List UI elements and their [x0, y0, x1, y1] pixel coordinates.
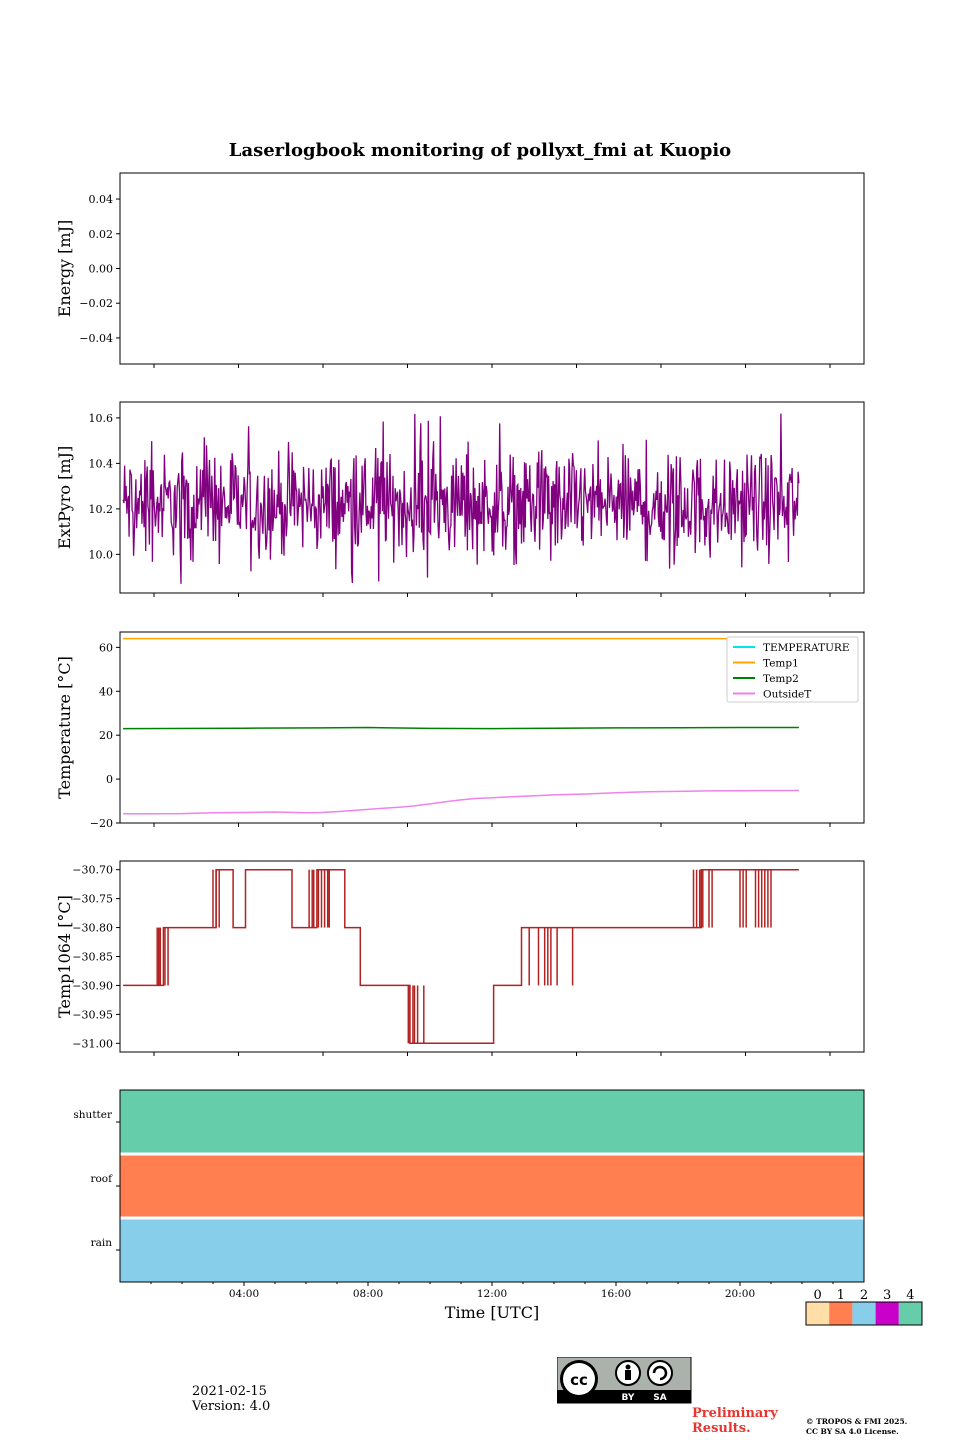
- svg-text:cc: cc: [570, 1371, 588, 1389]
- footer-date: 2021-02-15: [192, 1384, 267, 1399]
- colorbar-label: 3: [883, 1288, 891, 1303]
- y-tick-label: 10.2: [89, 503, 114, 516]
- status-row-label: shutter: [73, 1109, 113, 1121]
- x-tick-label: 08:00: [353, 1288, 383, 1300]
- series-outsidet-line: [123, 789, 799, 815]
- copyright-line-2: CC BY SA 4.0 License.: [806, 1427, 899, 1436]
- x-tick-label: 12:00: [477, 1288, 507, 1300]
- colorbar-cell-1: [829, 1302, 853, 1325]
- y-axis-label: ExtPyro [mJ]: [55, 446, 74, 549]
- legend-label-temperature: TEMPERATURE: [763, 642, 850, 654]
- colorbar-cell-0: [806, 1302, 830, 1325]
- legend-label-temp1: Temp1: [763, 658, 799, 670]
- y-tick-label: −30.90: [72, 979, 113, 992]
- status-row-roof: [120, 1154, 864, 1218]
- y-tick-label: −30.95: [72, 1008, 113, 1021]
- colorbar-cell-2: [852, 1302, 876, 1325]
- status-row-rain: [120, 1218, 864, 1282]
- copyright-notice: © TROPOS & FMI 2025. CC BY SA 4.0 Licens…: [806, 1417, 907, 1437]
- footer-version: Version: 4.0: [192, 1399, 271, 1414]
- sa-icon: [647, 1360, 673, 1386]
- y-tick-label: 0: [106, 773, 113, 786]
- colorbar-label: 2: [860, 1288, 868, 1303]
- y-tick-label: 0.00: [89, 263, 114, 276]
- footer-info: 2021-02-15 Version: 4.0: [192, 1384, 270, 1414]
- x-tick-label: 20:00: [725, 1288, 755, 1300]
- colorbar-frame: [805, 1301, 923, 1326]
- y-tick-label: 20: [99, 729, 113, 742]
- extpyro-series-line: [122, 413, 800, 584]
- cc-sa-label: SA: [653, 1393, 666, 1403]
- y-tick-label: −30.75: [72, 893, 113, 906]
- y-axis-label: Temp1064 [°C]: [55, 895, 74, 1018]
- y-tick-label: −0.02: [79, 297, 113, 310]
- y-tick-label: 0.02: [89, 228, 114, 241]
- y-tick-label: −30.80: [72, 922, 113, 935]
- y-tick-label: 0.04: [89, 193, 114, 206]
- temp1064-series-line: [123, 868, 799, 1045]
- status-row-label: roof: [90, 1173, 113, 1185]
- y-tick-label: −30.85: [72, 951, 113, 964]
- colorbar-label: 0: [813, 1288, 821, 1303]
- chart-title: Laserlogbook monitoring of pollyxt_fmi a…: [228, 140, 732, 161]
- legend-label-outsidet: OutsideT: [763, 689, 811, 701]
- cc-by-label: BY: [622, 1393, 635, 1403]
- y-tick-label: −20: [90, 817, 113, 830]
- panel-1-frame: [119, 172, 865, 365]
- x-axis-label: Time [UTC]: [445, 1303, 539, 1322]
- colorbar-cell-3: [875, 1302, 899, 1325]
- preliminary-note: Preliminary Results.: [692, 1406, 778, 1436]
- cc-license-badge: cc BY SA: [557, 1357, 692, 1404]
- y-tick-label: 60: [99, 641, 113, 654]
- y-axis-label: Temperature [°C]: [55, 656, 74, 799]
- y-tick-label: −0.04: [79, 332, 113, 345]
- copyright-line-1: © TROPOS & FMI 2025.: [806, 1417, 908, 1426]
- status-row-shutter: [120, 1090, 864, 1154]
- colorbar-label: 4: [906, 1288, 914, 1303]
- colorbar-cell-4: [898, 1302, 922, 1325]
- x-tick-label: 04:00: [229, 1288, 259, 1300]
- series-temp2-line: [123, 726, 799, 730]
- y-tick-label: −31.00: [72, 1037, 113, 1050]
- y-axis-label: Energy [mJ]: [55, 220, 74, 318]
- temperature-legend: [726, 636, 859, 703]
- y-tick-label: 10.4: [89, 457, 114, 470]
- y-tick-label: 10.6: [89, 412, 114, 425]
- y-tick-label: 40: [99, 685, 113, 698]
- panel-4-frame: [119, 860, 865, 1053]
- colorbar-label: 1: [837, 1288, 845, 1303]
- y-tick-label: −30.70: [72, 864, 113, 877]
- x-tick-label: 16:00: [601, 1288, 631, 1300]
- legend-label-temp2: Temp2: [763, 673, 799, 685]
- status-row-label: rain: [91, 1237, 113, 1249]
- y-tick-label: 10.0: [89, 548, 114, 561]
